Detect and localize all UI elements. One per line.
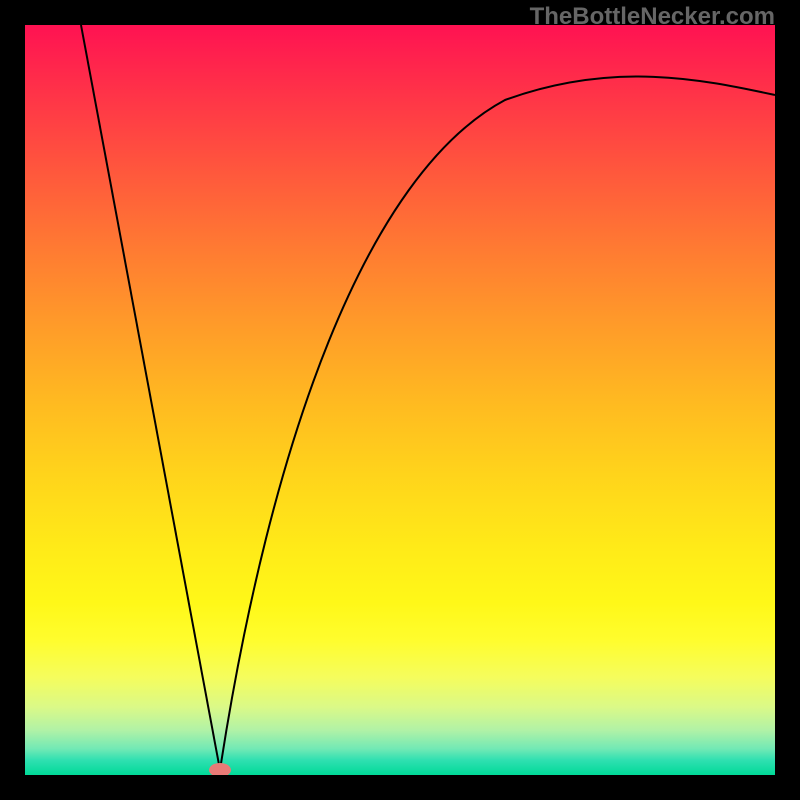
watermark-text: TheBottleNecker.com bbox=[530, 3, 775, 31]
gradient-background bbox=[25, 25, 775, 775]
plot-area bbox=[25, 25, 775, 775]
chart-container: TheBottleNecker.com bbox=[0, 0, 800, 800]
chart-svg bbox=[25, 25, 775, 775]
